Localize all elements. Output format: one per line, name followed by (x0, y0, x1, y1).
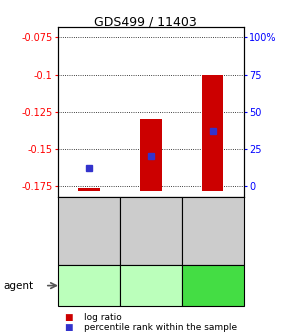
Text: TNFa: TNFa (137, 281, 164, 291)
Text: IL4: IL4 (204, 281, 221, 291)
Text: GSM8760: GSM8760 (208, 208, 218, 254)
Text: ■: ■ (64, 313, 72, 322)
Text: GSM8750: GSM8750 (84, 208, 94, 254)
Text: ■: ■ (64, 323, 72, 332)
Text: agent: agent (3, 281, 33, 291)
Text: GDS499 / 11403: GDS499 / 11403 (94, 15, 196, 28)
Bar (202, 75, 224, 191)
Text: log ratio: log ratio (84, 313, 122, 322)
Text: percentile rank within the sample: percentile rank within the sample (84, 323, 237, 332)
Bar (78, 187, 100, 191)
Bar (140, 119, 162, 191)
Text: IFNg: IFNg (76, 281, 102, 291)
Text: GSM8755: GSM8755 (146, 208, 156, 254)
